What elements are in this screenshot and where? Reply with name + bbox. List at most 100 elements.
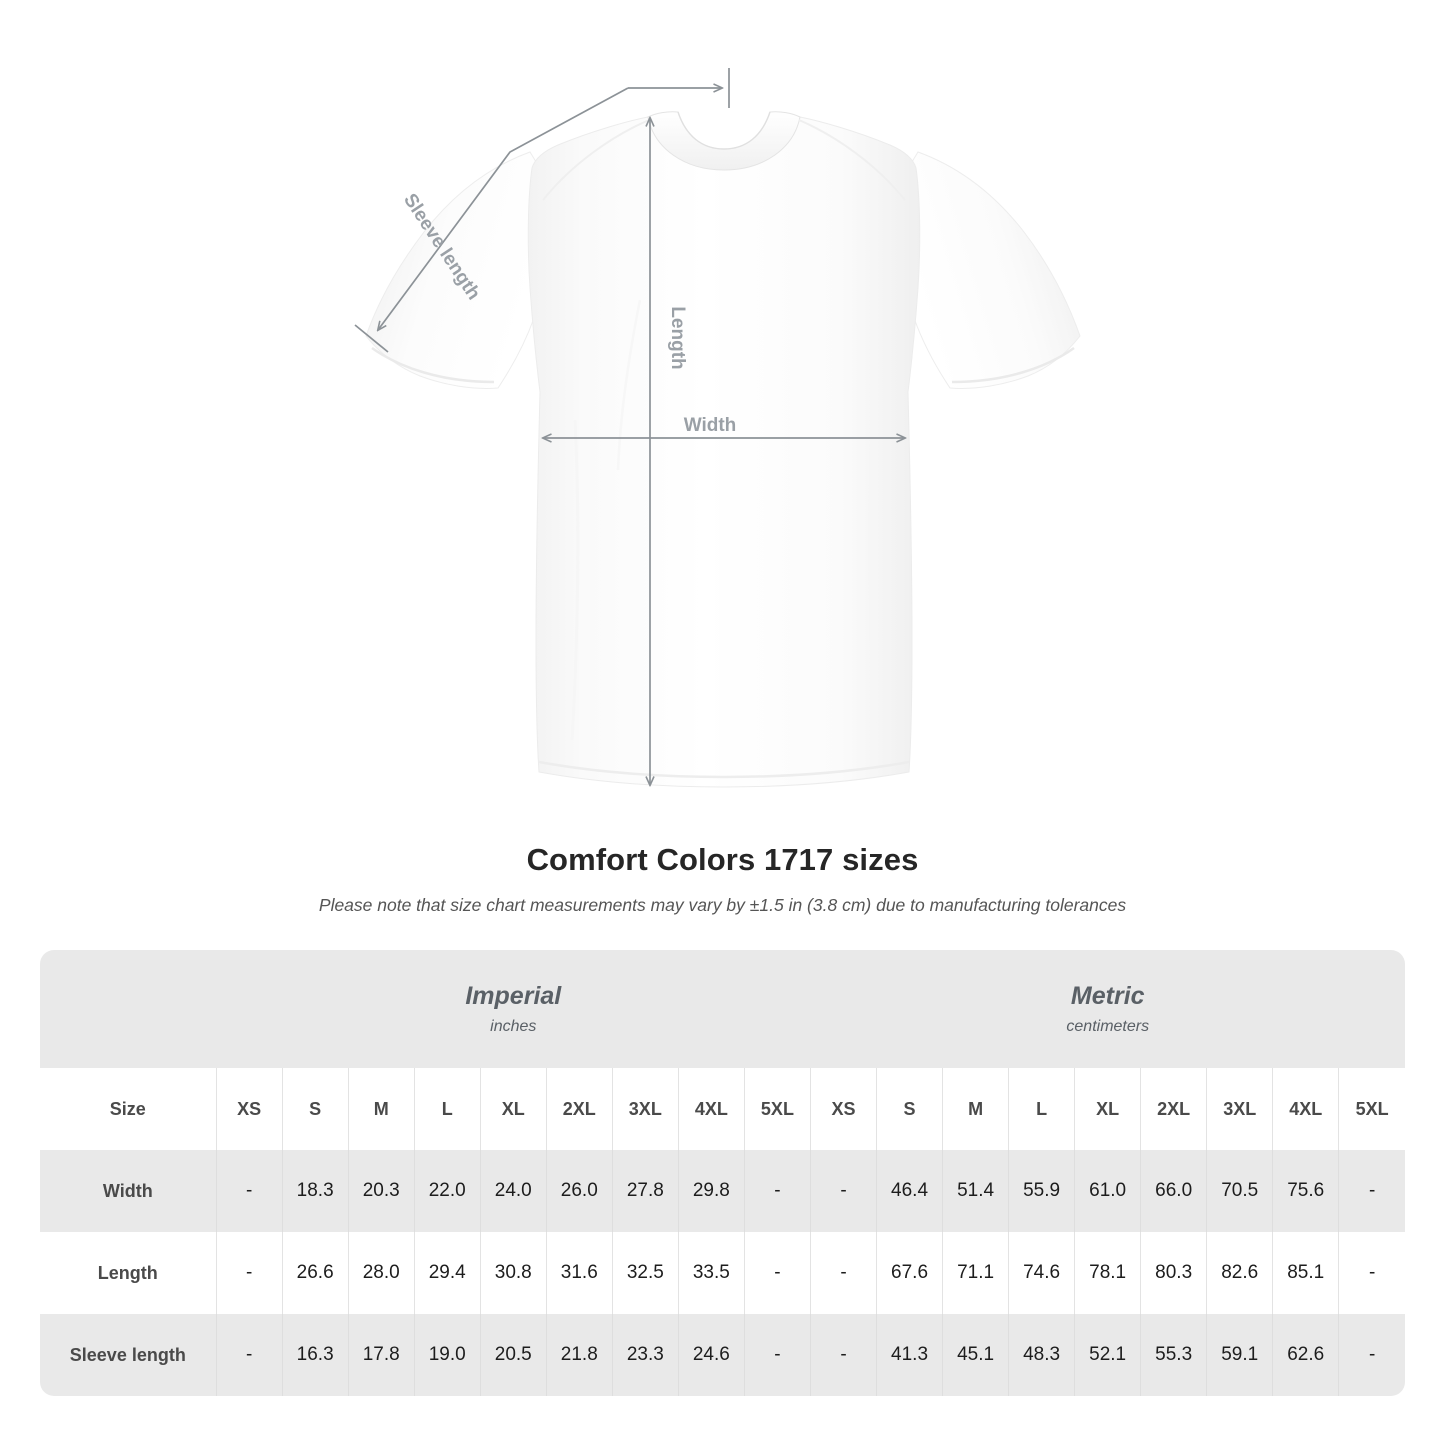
measurement-cell: 82.6 bbox=[1206, 1232, 1274, 1314]
unit-subtitle: centimeters bbox=[1066, 1017, 1150, 1035]
size-column-header: S bbox=[282, 1068, 349, 1150]
measurement-cell: 29.8 bbox=[678, 1150, 745, 1232]
tshirt-garment bbox=[365, 111, 1081, 788]
measurement-cell: 29.4 bbox=[414, 1232, 481, 1314]
fabric-fold-2 bbox=[868, 429, 878, 746]
tshirt-body bbox=[527, 116, 921, 788]
unit-subtitle: inches bbox=[490, 1017, 537, 1035]
table-row: Length -26.6 28.0 29.4 30.8 31.6 32.5 33.5- -67.… bbox=[40, 1232, 1405, 1314]
table-row: Sleeve length -16.3 17.8 19.0 20.5 21.8 23.3 24… bbox=[40, 1314, 1405, 1396]
size-chart-table-container: Imperial inches Metric centimeters Size XS S… bbox=[40, 950, 1405, 1396]
size-column-header: M bbox=[348, 1068, 415, 1150]
unit-header-spacer bbox=[40, 950, 217, 1068]
measurement-cell: - bbox=[216, 1232, 283, 1314]
measurement-cell: 71.1 bbox=[942, 1232, 1010, 1314]
table-row: Width -18.3 20.3 22.0 24.0 26.0 27.8 29.8- -46.4… bbox=[40, 1150, 1405, 1232]
size-column-header: 4XL bbox=[678, 1068, 745, 1150]
page-title: Comfort Colors 1717 sizes bbox=[526, 842, 919, 877]
size-chart-table: Imperial inches Metric centimeters Size XS S… bbox=[40, 950, 1405, 1396]
unit-header-metric: Metric centimeters bbox=[810, 950, 1405, 1068]
size-column-header: XL bbox=[480, 1068, 547, 1150]
measurement-cell: - bbox=[216, 1314, 283, 1396]
measurement-cell: 46.4 bbox=[876, 1150, 944, 1232]
measurement-cell: 45.1 bbox=[942, 1314, 1010, 1396]
measurement-cell: 26.0 bbox=[546, 1150, 613, 1232]
measurement-cell: 18.3 bbox=[282, 1150, 349, 1232]
measurement-cell: 59.1 bbox=[1206, 1314, 1274, 1396]
unit-header-imperial: Imperial inches bbox=[216, 950, 811, 1068]
bottom-hem bbox=[538, 760, 910, 779]
measurement-cell: - bbox=[810, 1314, 878, 1396]
measurement-cell: 19.0 bbox=[414, 1314, 481, 1396]
size-column-header: 3XL bbox=[1206, 1068, 1274, 1150]
row-label: Width bbox=[40, 1150, 217, 1232]
measurement-cell: - bbox=[810, 1150, 878, 1232]
measurement-cell: 55.9 bbox=[1008, 1150, 1076, 1232]
measurement-cell: 75.6 bbox=[1272, 1150, 1340, 1232]
size-column-header: 2XL bbox=[546, 1068, 613, 1150]
size-column-header: 3XL bbox=[612, 1068, 679, 1150]
row-label: Length bbox=[40, 1232, 217, 1314]
size-column-header: 4XL bbox=[1272, 1068, 1340, 1150]
unit-name: Imperial bbox=[465, 981, 562, 1010]
unit-name: Metric bbox=[1070, 981, 1145, 1010]
right-sleeve bbox=[902, 151, 1081, 389]
measurement-cell: 78.1 bbox=[1074, 1232, 1142, 1314]
measurement-cell: 26.6 bbox=[282, 1232, 349, 1314]
measurement-cell: 17.8 bbox=[348, 1314, 415, 1396]
sleeve-length-line bbox=[378, 87, 629, 330]
title-block: Comfort Colors 1717 sizes Please note th… bbox=[0, 840, 1445, 917]
size-column-header: S bbox=[876, 1068, 944, 1150]
measurement-cell: 33.5 bbox=[678, 1232, 745, 1314]
measurement-cell: 31.6 bbox=[546, 1232, 613, 1314]
measurement-cell: - bbox=[744, 1314, 812, 1396]
measurement-cell: 41.3 bbox=[876, 1314, 944, 1396]
measurement-cell: 32.5 bbox=[612, 1232, 679, 1314]
length-label: Length bbox=[667, 306, 688, 369]
size-column-header: XL bbox=[1074, 1068, 1142, 1150]
size-chart-body: Width -18.3 20.3 22.0 24.0 26.0 27.8 29.8- -46.4… bbox=[40, 1150, 1405, 1396]
measurement-cell: 80.3 bbox=[1140, 1232, 1208, 1314]
right-sleeve-hem bbox=[951, 346, 1075, 384]
measurement-cell: - bbox=[1338, 1314, 1405, 1396]
measurement-cell: 66.0 bbox=[1140, 1150, 1208, 1232]
measurement-cell: 52.1 bbox=[1074, 1314, 1142, 1396]
measurement-cell: 20.3 bbox=[348, 1150, 415, 1232]
size-column-header: 5XL bbox=[744, 1068, 812, 1150]
page-subtitle: Please note that size chart measurements… bbox=[318, 895, 1127, 915]
measurement-cell: 30.8 bbox=[480, 1232, 547, 1314]
right-shoulder-seam bbox=[798, 119, 906, 201]
measurement-cell: 27.8 bbox=[612, 1150, 679, 1232]
measurement-cell: 20.5 bbox=[480, 1314, 547, 1396]
unit-header-row: Imperial inches Metric centimeters bbox=[40, 950, 1405, 1068]
measurement-cell: 62.6 bbox=[1272, 1314, 1340, 1396]
measurement-cell: 51.4 bbox=[942, 1150, 1010, 1232]
measurement-cell: 28.0 bbox=[348, 1232, 415, 1314]
size-header-row: Size XS S M L XL 2XL 3XL 4XL 5XL XS S M L XL 2XL 3XL 4XL… bbox=[40, 1068, 1405, 1150]
fabric-fold-3 bbox=[616, 299, 642, 471]
measurement-annotations bbox=[354, 68, 905, 785]
size-column-header: L bbox=[414, 1068, 481, 1150]
measurement-cell: - bbox=[1338, 1150, 1405, 1232]
measurement-cell: 70.5 bbox=[1206, 1150, 1274, 1232]
measurement-cell: 24.6 bbox=[678, 1314, 745, 1396]
size-column-header: L bbox=[1008, 1068, 1076, 1150]
measurement-cell: 23.3 bbox=[612, 1314, 679, 1396]
size-column-header: 2XL bbox=[1140, 1068, 1208, 1150]
measurement-cell: 55.3 bbox=[1140, 1314, 1208, 1396]
fabric-fold-1 bbox=[570, 419, 580, 741]
row-label: Sleeve length bbox=[40, 1314, 217, 1396]
measurement-cell: 21.8 bbox=[546, 1314, 613, 1396]
width-label: Width bbox=[684, 415, 737, 436]
measurement-cell: - bbox=[1338, 1232, 1405, 1314]
measurement-cell: 61.0 bbox=[1074, 1150, 1142, 1232]
left-sleeve-hem bbox=[371, 346, 495, 384]
measurement-cell: 22.0 bbox=[414, 1150, 481, 1232]
measurement-cell: - bbox=[744, 1232, 812, 1314]
size-column-header: M bbox=[942, 1068, 1010, 1150]
measurement-cell: 67.6 bbox=[876, 1232, 944, 1314]
sleeve-length-tick-end bbox=[354, 324, 389, 353]
tshirt-illustration: Sleeve length Length Width bbox=[354, 68, 1081, 788]
size-column-header: 5XL bbox=[1338, 1068, 1405, 1150]
size-header-label: Size bbox=[40, 1068, 217, 1150]
